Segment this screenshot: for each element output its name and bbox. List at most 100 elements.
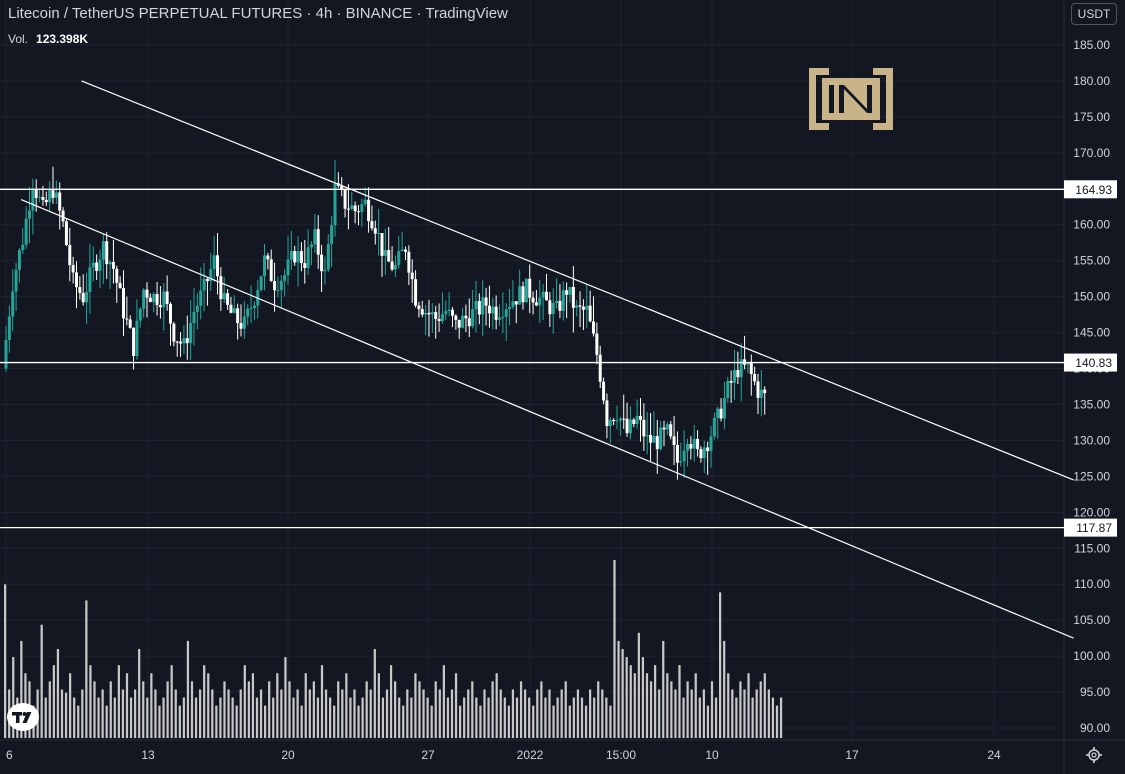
candle-body (699, 449, 703, 459)
price-level-badge (1064, 518, 1117, 537)
y-tick-label: 115.00 (1074, 541, 1110, 555)
volume-bar (767, 689, 770, 738)
candle-body (363, 199, 367, 205)
tradingview-logo[interactable] (7, 703, 39, 731)
volume-bar (276, 673, 279, 738)
candle-body (323, 269, 327, 272)
volume-bar (308, 689, 311, 738)
candle-body (313, 229, 317, 245)
volume-bar (491, 681, 494, 738)
candle-body (548, 300, 552, 315)
candle-body (655, 435, 659, 450)
currency-selector[interactable]: USDT (1071, 3, 1117, 25)
volume-bar (129, 697, 133, 738)
volume-bar (605, 697, 608, 738)
candle-body (165, 291, 169, 304)
volume-bar (459, 705, 462, 738)
volume-bar (93, 681, 96, 738)
volume-bar (243, 665, 246, 738)
candle-body (54, 192, 58, 198)
candle-body (189, 323, 193, 344)
candle-body (249, 308, 253, 310)
candle-body (216, 255, 219, 277)
candle-body (195, 305, 199, 312)
volume-bar (44, 697, 47, 738)
volume-value: 123.398K (36, 32, 89, 46)
candle-body (75, 272, 78, 288)
candle-body (612, 419, 616, 422)
candle-body (162, 291, 166, 308)
volume-bar (430, 705, 433, 738)
volume-bar (316, 697, 320, 738)
candle-body (202, 278, 206, 291)
volume-bar (649, 681, 653, 738)
candle-body (404, 249, 407, 252)
volume-bar (714, 697, 718, 738)
candle-body (299, 251, 303, 264)
volume-bar (150, 673, 153, 738)
candle-body (357, 211, 360, 213)
volume-bar (125, 673, 129, 738)
volume-bar (751, 697, 754, 738)
volume-bar (568, 705, 571, 738)
volume-bar (381, 697, 385, 738)
candle-body (48, 190, 52, 203)
candle-body (276, 290, 280, 292)
candle-body (380, 233, 384, 256)
candle-body (622, 418, 626, 420)
volume-bar (194, 697, 198, 738)
candle-body (61, 210, 65, 222)
volume-bar (247, 681, 250, 738)
candle-body (484, 297, 488, 306)
candle-body (85, 291, 89, 303)
candle-body (511, 301, 515, 308)
volume-bar (357, 705, 360, 738)
volume-bar (779, 697, 783, 738)
volume-bar (272, 697, 275, 738)
volume-bar (211, 689, 214, 738)
volume-bar (199, 689, 202, 738)
volume-bar (280, 689, 283, 738)
candle-body (645, 434, 649, 437)
volume-bar (138, 649, 141, 738)
volume-bar (662, 640, 665, 738)
volume-bar (564, 681, 567, 738)
candle-body (397, 251, 401, 266)
candle-body (242, 316, 246, 329)
candle-body (682, 450, 686, 462)
candle-body (222, 293, 226, 300)
volume-bar (251, 673, 255, 738)
candle-body (98, 259, 102, 271)
candle-body (51, 190, 55, 198)
candle-body (21, 244, 25, 251)
volume-bar (609, 705, 612, 738)
channel-line-lower (20, 199, 1074, 639)
candle-body (753, 373, 757, 382)
price-level-label: 164.93 (1075, 183, 1112, 197)
y-tick-label: 90.00 (1080, 721, 1110, 735)
volume-bar (394, 681, 397, 738)
candle-body (118, 282, 122, 289)
candle-body (642, 419, 646, 437)
candle-body (346, 208, 350, 210)
volume-bar (345, 673, 348, 738)
volume-bar (584, 705, 588, 738)
x-tick-label: 15:00 (606, 748, 636, 762)
candle-body (491, 306, 495, 314)
volume-bar (134, 689, 137, 738)
gear-icon[interactable] (1085, 746, 1103, 764)
candle-body (571, 286, 575, 308)
candle-body (360, 204, 364, 213)
volume-bar (56, 649, 60, 738)
candle-body (417, 305, 421, 310)
volume-bar (239, 689, 242, 738)
candle-body (471, 309, 475, 327)
volume-bar (775, 705, 779, 738)
candle-body (326, 243, 330, 270)
candle-body (665, 424, 669, 430)
candle-body (545, 291, 548, 301)
candle-body (608, 419, 612, 427)
y-tick-label: 185.00 (1073, 38, 1110, 52)
candle-body (41, 197, 45, 200)
